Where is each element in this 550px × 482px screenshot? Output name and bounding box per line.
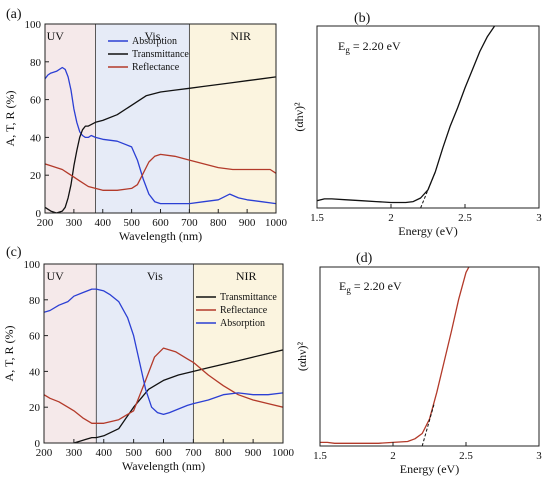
y-axis-label: (αhν)² — [295, 341, 309, 371]
x-axis-label: Wavelength (nm) — [119, 229, 202, 243]
axes-frame — [316, 25, 540, 209]
x-tick-label: 700 — [181, 217, 198, 229]
x-tick-label: 1000 — [265, 217, 288, 229]
band-gap-annotation: Eg = 2.20 eV — [339, 279, 402, 295]
x-tick-label: 900 — [245, 447, 262, 459]
x-tick-label: 2 — [390, 450, 396, 462]
y-tick-label: 20 — [30, 170, 42, 182]
x-tick-label: 700 — [185, 447, 202, 459]
legend-entry: Reflectance — [220, 305, 268, 316]
panel-letter: (d) — [356, 251, 373, 266]
region-label-vis: Vis — [144, 29, 160, 43]
region-label-uv: UV — [47, 29, 65, 43]
plot-area — [45, 66, 276, 213]
series-line-transmittance — [45, 76, 276, 213]
y-axis-label: A, T, R (%) — [3, 91, 17, 147]
series-line-absorption — [45, 66, 276, 205]
plot-area — [44, 288, 283, 443]
x-tick-label: 800 — [215, 447, 232, 459]
y-tick-label: 100 — [24, 259, 41, 271]
series-line-0 — [320, 267, 470, 444]
region-uv — [45, 24, 96, 213]
series-line-transmittance — [73, 349, 283, 443]
x-tick-label: 300 — [66, 217, 83, 229]
series-line-reflectance — [44, 347, 283, 424]
x-axis-label: Wavelength (nm) — [122, 459, 205, 473]
y-axis-label: A, T, R (%) — [2, 326, 16, 382]
y-tick-label: 100 — [25, 19, 42, 31]
panel-letter: (c) — [6, 245, 22, 260]
x-tick-label: 600 — [152, 217, 169, 229]
legend-entry: Absorption — [220, 318, 265, 329]
region-nir — [189, 24, 276, 213]
y-tick-label: 0 — [36, 208, 42, 220]
x-tick-label: 900 — [239, 217, 256, 229]
y-tick-label: 60 — [30, 95, 42, 107]
plot-area — [317, 26, 496, 208]
x-tick-label: 400 — [95, 217, 112, 229]
plot-area — [320, 267, 470, 446]
y-axis-label: (αhν)² — [292, 102, 306, 132]
tangent-line — [420, 171, 436, 208]
y-tick-label: 40 — [29, 366, 41, 378]
x-tick-label: 400 — [96, 447, 113, 459]
band-gap-annotation: Eg = 2.20 eV — [338, 39, 401, 55]
axes-frame — [319, 266, 540, 447]
legend-entry: Transmittance — [132, 49, 189, 60]
panel-b: 1.5 2 2.5 3 Energy (eV) (αhν)² (b) Eg = 2.20 eV — [292, 11, 542, 238]
x-tick-label: 300 — [66, 447, 83, 459]
series-line-reflectance — [45, 153, 276, 191]
region-uv — [44, 264, 97, 443]
region-vis — [95, 24, 190, 213]
y-tick-label: 20 — [29, 402, 41, 414]
region-label-vis: Vis — [147, 269, 163, 283]
x-axis-label: Energy (eV) — [398, 224, 457, 238]
x-tick-label: 500 — [125, 447, 142, 459]
x-tick-label: 2 — [388, 212, 394, 224]
x-tick-label: 200 — [36, 447, 53, 459]
x-tick-label: 1000 — [272, 447, 295, 459]
legend-entry: Absorption — [132, 36, 177, 47]
tangent-line — [421, 404, 435, 446]
legend-entry: Transmittance — [220, 292, 277, 303]
y-tick-label: 40 — [30, 132, 42, 144]
series-line-absorption — [44, 288, 283, 416]
y-tick-label: 0 — [35, 438, 41, 450]
x-tick-label: 500 — [123, 217, 140, 229]
y-tick-label: 80 — [29, 295, 41, 307]
x-tick-label: 600 — [155, 447, 172, 459]
x-tick-label: 1.5 — [310, 212, 324, 224]
x-tick-label: 2.5 — [459, 450, 473, 462]
panel-letter: (a) — [6, 7, 22, 22]
panel-letter: (b) — [354, 11, 371, 26]
legend: Absorption Transmittance Reflectance — [108, 36, 189, 73]
x-tick-label: 3 — [536, 450, 542, 462]
x-tick-label: 1.5 — [313, 450, 327, 462]
region-label-uv: UV — [46, 269, 64, 283]
panel-c: UV Vis NIR 200 300 400 500 600 700 800 900 1000 0 20 4… — [2, 245, 295, 473]
region-vis — [96, 264, 194, 443]
region-label-nir: NIR — [230, 29, 251, 43]
x-axis-label: Energy (eV) — [400, 462, 459, 476]
series-line-0 — [317, 26, 496, 204]
legend-entry: Reflectance — [132, 62, 180, 73]
panel-a: UV Vis NIR 200 300 400 500 600 700 800 900 1000 0 20 4… — [3, 7, 288, 243]
y-tick-label: 60 — [29, 331, 41, 343]
x-tick-label: 2.5 — [458, 212, 472, 224]
x-tick-label: 200 — [37, 217, 54, 229]
y-tick-label: 80 — [30, 57, 42, 69]
region-label-nir: NIR — [236, 269, 257, 283]
x-tick-label: 800 — [210, 217, 227, 229]
legend: Transmittance Reflectance Absorption — [196, 292, 277, 329]
x-tick-label: 3 — [536, 212, 542, 224]
panel-d: 1.5 2 2.5 3 Energy (eV) (αhν)² (d) Eg = 2.20 eV — [295, 251, 542, 476]
